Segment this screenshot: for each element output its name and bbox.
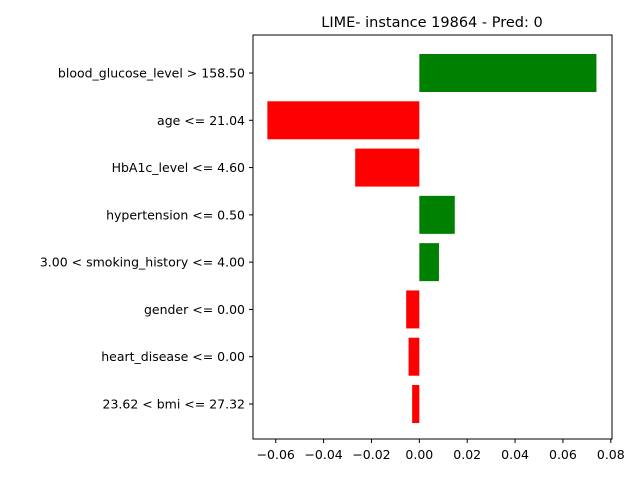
y-tick-label-1: age <= 21.04 <box>157 113 245 128</box>
y-tick-label-4: 3.00 < smoking_history <= 4.00 <box>40 255 245 270</box>
y-tick-label-2: HbA1c_level <= 4.60 <box>112 160 245 175</box>
y-tick-label-5: gender <= 0.00 <box>144 302 245 317</box>
x-tick-label-4: 0.02 <box>453 447 481 462</box>
bar-0 <box>419 54 597 92</box>
x-tick-label-7: 0.08 <box>597 447 625 462</box>
bar-6 <box>408 337 420 376</box>
bar-7 <box>412 385 420 423</box>
x-tick-label-3: 0.00 <box>405 447 433 462</box>
bar-2 <box>355 148 420 187</box>
bar-1 <box>267 101 420 140</box>
plot-frame <box>252 34 613 440</box>
y-tick-label-0: blood_glucose_level > 158.50 <box>58 66 245 81</box>
x-tick-label-1: −0.04 <box>304 447 342 462</box>
y-tick-label-3: hypertension <= 0.50 <box>106 207 245 222</box>
bar-4 <box>419 243 439 282</box>
x-tick-label-5: 0.04 <box>501 447 529 462</box>
chart-title: LIME- instance 19864 - Pred: 0 <box>321 15 542 31</box>
y-tick-label-7: 23.62 < bmi <= 27.32 <box>103 397 245 412</box>
bar-5 <box>406 290 420 329</box>
x-tick-label-6: 0.06 <box>549 447 577 462</box>
bar-3 <box>419 195 455 234</box>
x-tick-label-2: −0.02 <box>352 447 390 462</box>
y-tick-label-6: heart_disease <= 0.00 <box>101 349 245 364</box>
x-tick-label-0: −0.06 <box>257 447 295 462</box>
